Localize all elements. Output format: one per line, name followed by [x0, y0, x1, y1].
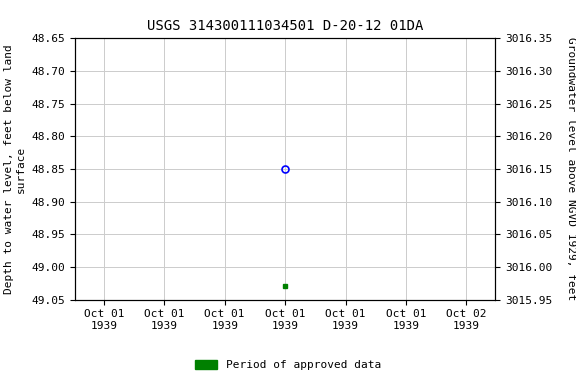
Y-axis label: Groundwater level above NGVD 1929, feet: Groundwater level above NGVD 1929, feet — [566, 37, 576, 301]
Y-axis label: Depth to water level, feet below land
surface: Depth to water level, feet below land su… — [4, 44, 26, 294]
Title: USGS 314300111034501 D-20-12 01DA: USGS 314300111034501 D-20-12 01DA — [147, 19, 423, 33]
Legend: Period of approved data: Period of approved data — [191, 356, 385, 375]
